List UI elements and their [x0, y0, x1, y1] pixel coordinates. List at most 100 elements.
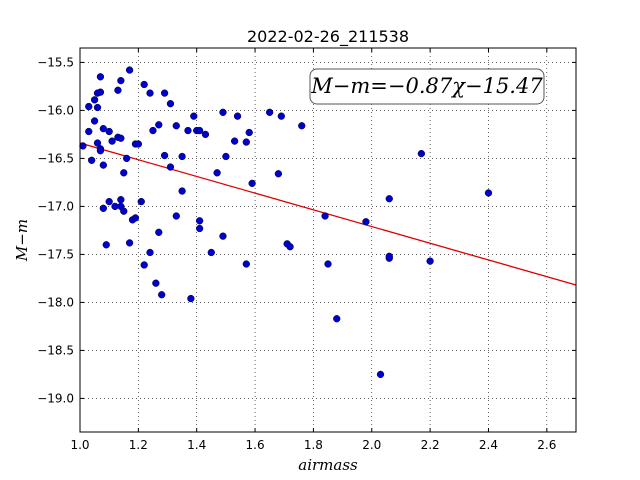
data-point — [187, 294, 195, 303]
data-point — [131, 214, 140, 222]
data-point — [233, 112, 242, 120]
y-tick-label: −16.0 — [37, 103, 74, 117]
x-tick-labels: 1.0 1.2 1.4 1.6 1.8 2.0 2.2 2.4 2.6 — [70, 438, 556, 452]
axis-ticks — [79, 48, 576, 432]
data-point — [158, 291, 166, 299]
fit-annotation: M−m=−0.87χ−15.47 — [309, 68, 545, 105]
data-point — [105, 127, 113, 136]
data-point — [178, 152, 186, 161]
data-point — [99, 124, 107, 133]
data-point — [166, 100, 175, 108]
plot-area — [80, 48, 576, 432]
data-point — [149, 126, 157, 135]
x-tick-label: 2.0 — [362, 438, 381, 452]
data-point — [102, 241, 110, 249]
data-point — [277, 112, 285, 120]
x-tick-label: 1.6 — [246, 438, 265, 452]
y-tick-label: −19.0 — [37, 391, 74, 405]
data-point — [146, 248, 154, 257]
data-point — [90, 96, 99, 104]
y-tick-label: −18.0 — [37, 295, 74, 309]
data-point — [134, 140, 143, 148]
data-point — [286, 243, 294, 251]
data-point — [274, 170, 283, 178]
data-point — [172, 122, 180, 130]
data-point — [160, 151, 169, 160]
x-tick-label: 1.0 — [70, 438, 89, 452]
data-point — [333, 315, 341, 323]
data-points — [79, 66, 493, 379]
data-point — [93, 103, 102, 112]
y-tick-labels: −15.5 −16.0 −16.5 −17.0 −17.5 −18.0 −18.5 −19.0 — [37, 55, 74, 405]
data-point — [79, 142, 87, 150]
data-point — [146, 89, 154, 97]
data-point — [190, 112, 198, 120]
data-point — [117, 76, 125, 85]
data-point — [117, 134, 125, 142]
y-tick-label: −17.5 — [37, 247, 74, 261]
data-point — [245, 128, 253, 137]
data-point — [137, 197, 145, 206]
data-point — [385, 195, 393, 203]
data-point — [484, 189, 493, 197]
data-point — [172, 212, 180, 220]
data-point — [201, 130, 210, 139]
y-tick-label: −17.0 — [37, 199, 74, 213]
data-point — [376, 370, 385, 379]
x-tick-label: 2.6 — [537, 438, 556, 452]
data-point — [155, 121, 163, 129]
x-tick-label: 2.2 — [421, 438, 440, 452]
data-point — [324, 260, 332, 268]
annotation-text: M−m=−0.87χ−15.47 — [310, 74, 543, 98]
data-point — [85, 127, 93, 136]
data-point — [166, 163, 175, 171]
data-point — [105, 197, 113, 206]
data-point — [321, 212, 329, 220]
y-tick-label: −15.5 — [37, 55, 74, 69]
data-point — [125, 66, 134, 74]
data-point — [242, 138, 250, 146]
data-point — [195, 217, 204, 225]
x-tick-label: 1.2 — [129, 438, 148, 452]
data-point — [248, 179, 256, 188]
data-point — [178, 187, 186, 195]
data-point — [117, 196, 125, 204]
data-point — [140, 261, 148, 269]
data-point — [213, 169, 221, 177]
chart-title: 2022-02-26_211538 — [247, 27, 409, 47]
data-point — [195, 126, 204, 135]
data-point — [385, 252, 393, 260]
data-point — [140, 80, 148, 89]
data-point — [426, 257, 434, 265]
data-point — [195, 224, 204, 233]
x-axis-label: airmass — [298, 456, 358, 474]
data-point — [96, 147, 105, 155]
data-point — [184, 126, 192, 135]
data-point — [298, 122, 306, 130]
data-point — [123, 154, 131, 163]
data-point — [96, 88, 105, 96]
plot-frame — [79, 47, 577, 433]
data-point — [265, 108, 274, 116]
data-point — [152, 279, 160, 287]
data-point — [417, 149, 426, 158]
y-tick-label: −18.5 — [37, 343, 74, 357]
data-point — [85, 102, 93, 111]
data-point — [120, 169, 128, 177]
x-tick-label: 2.4 — [479, 438, 498, 452]
data-point — [362, 218, 370, 226]
y-axis-label: M−m — [13, 219, 31, 262]
annotation-box — [309, 68, 545, 105]
data-point — [96, 73, 105, 81]
data-point — [99, 161, 107, 169]
data-point — [207, 248, 215, 257]
data-point — [222, 152, 230, 161]
data-point — [99, 204, 107, 212]
data-point — [125, 239, 134, 247]
data-point — [108, 137, 116, 145]
grid-lines — [79, 48, 576, 432]
data-point — [242, 260, 250, 268]
data-point — [93, 139, 102, 147]
data-point — [90, 117, 99, 125]
